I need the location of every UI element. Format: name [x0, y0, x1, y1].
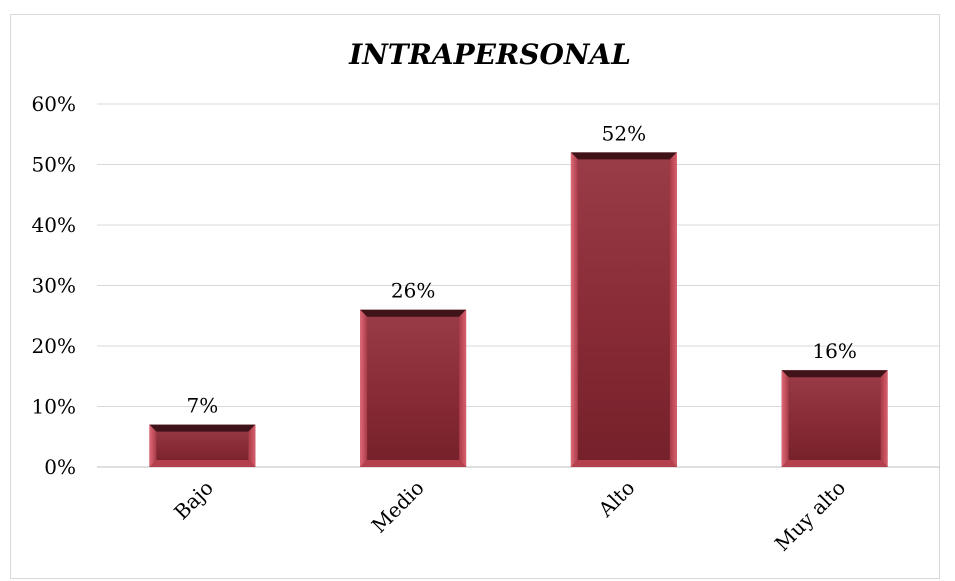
- x-tick-label: Alto: [593, 476, 640, 523]
- bar-bevel-left: [149, 424, 157, 467]
- bar-bevel-bottom: [570, 460, 677, 467]
- bar-alto: [570, 152, 677, 467]
- data-label: 52%: [602, 121, 646, 145]
- bar-bevel-bottom: [149, 460, 256, 467]
- y-tick-label: 40%: [32, 213, 76, 237]
- y-tick-label: 10%: [32, 395, 76, 419]
- bar-bajo: [149, 424, 256, 467]
- chart-frame: [10, 14, 940, 579]
- data-label: 26%: [391, 279, 435, 303]
- bar-bevel-top: [781, 370, 888, 378]
- bar-bevel-left: [360, 309, 368, 467]
- bar-bevel-top: [360, 309, 467, 317]
- bar-body: [781, 370, 888, 467]
- chart-title: INTRAPERSONAL: [348, 38, 631, 71]
- bar-muy-alto: [781, 370, 888, 467]
- bar-bevel-bottom: [781, 460, 888, 467]
- x-tick-label: Muy alto: [770, 476, 850, 556]
- bar-bevel-right: [880, 370, 888, 467]
- bar-bevel-left: [781, 370, 789, 467]
- bar-bevel-bottom: [360, 460, 467, 467]
- y-axis-ticks: 0% 10% 20% 30% 40% 50% 60%: [32, 92, 76, 479]
- data-label: 16%: [812, 339, 856, 363]
- data-labels: 7% 26% 52% 16%: [187, 121, 857, 417]
- data-label: 7%: [187, 394, 219, 418]
- bar-body: [360, 309, 467, 467]
- bar-body: [149, 424, 256, 467]
- bar-bevel-right: [248, 424, 256, 467]
- bar-medio: [360, 309, 467, 467]
- bar-bevel-top: [149, 424, 256, 432]
- y-tick-label: 60%: [32, 92, 76, 116]
- bar-bevel-right: [669, 152, 677, 467]
- y-tick-label: 0%: [44, 455, 76, 479]
- y-tick-label: 50%: [32, 153, 76, 177]
- y-tick-label: 30%: [32, 274, 76, 298]
- bar-bevel-top: [570, 152, 677, 160]
- bar-body: [570, 152, 677, 467]
- bar-bevel-left: [570, 152, 578, 467]
- x-tick-label: Bajo: [169, 476, 218, 525]
- category-labels: Bajo Medio Alto Muy alto: [169, 476, 850, 556]
- y-tick-label: 20%: [32, 334, 76, 358]
- x-tick-label: Medio: [367, 476, 429, 538]
- bars: [149, 152, 888, 467]
- bar-bevel-right: [459, 309, 467, 467]
